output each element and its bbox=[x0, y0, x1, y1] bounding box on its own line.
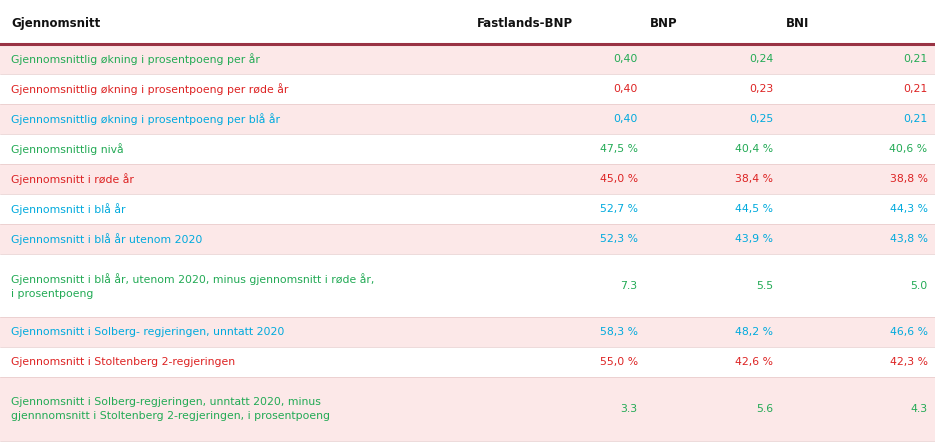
Text: 40,4 %: 40,4 % bbox=[735, 144, 773, 154]
Text: Gjennomsnitt: Gjennomsnitt bbox=[11, 17, 100, 31]
Text: 48,2 %: 48,2 % bbox=[735, 327, 773, 337]
Text: BNP: BNP bbox=[650, 17, 678, 31]
Text: 0,40: 0,40 bbox=[613, 53, 638, 64]
Bar bbox=[0, 317, 935, 347]
Text: 3.3: 3.3 bbox=[621, 404, 638, 414]
Bar bbox=[0, 377, 935, 441]
Text: 7.3: 7.3 bbox=[621, 281, 638, 291]
Text: 0,40: 0,40 bbox=[613, 114, 638, 124]
Text: 0,25: 0,25 bbox=[749, 114, 773, 124]
Text: Fastlands-BNP: Fastlands-BNP bbox=[477, 17, 573, 31]
Text: 44,3 %: 44,3 % bbox=[889, 204, 928, 214]
Text: 52,3 %: 52,3 % bbox=[599, 234, 638, 244]
Text: 46,6 %: 46,6 % bbox=[889, 327, 928, 337]
Text: 38,8 %: 38,8 % bbox=[889, 174, 928, 184]
Bar bbox=[0, 224, 935, 254]
Text: 0,21: 0,21 bbox=[903, 53, 928, 64]
Text: 0,21: 0,21 bbox=[903, 84, 928, 93]
Bar bbox=[0, 134, 935, 164]
Bar bbox=[0, 104, 935, 134]
Bar bbox=[0, 254, 935, 317]
Text: 4.3: 4.3 bbox=[911, 404, 928, 414]
Text: 0,40: 0,40 bbox=[613, 84, 638, 93]
Text: 43,9 %: 43,9 % bbox=[735, 234, 773, 244]
Text: Gjennomsnittlig nivå: Gjennomsnittlig nivå bbox=[11, 143, 123, 155]
Bar bbox=[0, 194, 935, 224]
Bar bbox=[0, 44, 935, 73]
Bar bbox=[0, 4, 935, 44]
Text: 5.5: 5.5 bbox=[756, 281, 773, 291]
Text: 42,3 %: 42,3 % bbox=[889, 357, 928, 368]
Text: 0,21: 0,21 bbox=[903, 114, 928, 124]
Text: 0,23: 0,23 bbox=[749, 84, 773, 93]
Text: 40,6 %: 40,6 % bbox=[889, 144, 928, 154]
Text: 42,6 %: 42,6 % bbox=[735, 357, 773, 368]
Text: Gjennomsnitt i blå år, utenom 2020, minus gjennomsnitt i røde år,
i prosentpoeng: Gjennomsnitt i blå år, utenom 2020, minu… bbox=[11, 273, 375, 299]
Text: 5.0: 5.0 bbox=[911, 281, 928, 291]
Text: Gjennomsnitt i Solberg- regjeringen, unntatt 2020: Gjennomsnitt i Solberg- regjeringen, unn… bbox=[11, 327, 284, 337]
Text: 58,3 %: 58,3 % bbox=[599, 327, 638, 337]
Text: Gjennomsnitt i Solberg-regjeringen, unntatt 2020, minus
gjennnomsnitt i Stoltenb: Gjennomsnitt i Solberg-regjeringen, unnt… bbox=[11, 397, 330, 421]
Text: 0,24: 0,24 bbox=[749, 53, 773, 64]
Text: Gjennomsnittlig økning i prosentpoeng per blå år: Gjennomsnittlig økning i prosentpoeng pe… bbox=[11, 113, 280, 125]
Text: 38,4 %: 38,4 % bbox=[735, 174, 773, 184]
Text: 45,0 %: 45,0 % bbox=[599, 174, 638, 184]
Text: 44,5 %: 44,5 % bbox=[735, 204, 773, 214]
Text: Gjennomsnitt i røde år: Gjennomsnitt i røde år bbox=[11, 173, 134, 185]
Bar bbox=[0, 73, 935, 104]
Text: Gjennomsnitt i blå år: Gjennomsnitt i blå år bbox=[11, 203, 125, 215]
Text: Gjennomsnitt i Stoltenberg 2-regjeringen: Gjennomsnitt i Stoltenberg 2-regjeringen bbox=[11, 357, 236, 368]
Bar bbox=[0, 164, 935, 194]
Text: BNI: BNI bbox=[785, 17, 809, 31]
Text: 55,0 %: 55,0 % bbox=[599, 357, 638, 368]
Text: Gjennomsnitt i blå år utenom 2020: Gjennomsnitt i blå år utenom 2020 bbox=[11, 233, 203, 245]
Text: 47,5 %: 47,5 % bbox=[599, 144, 638, 154]
Text: 5.6: 5.6 bbox=[756, 404, 773, 414]
Bar bbox=[0, 347, 935, 377]
Text: 52,7 %: 52,7 % bbox=[599, 204, 638, 214]
Text: Gjennomsnittlig økning i prosentpoeng per røde år: Gjennomsnittlig økning i prosentpoeng pe… bbox=[11, 83, 289, 95]
Text: Gjennomsnittlig økning i prosentpoeng per år: Gjennomsnittlig økning i prosentpoeng pe… bbox=[11, 53, 260, 65]
Text: 43,8 %: 43,8 % bbox=[889, 234, 928, 244]
